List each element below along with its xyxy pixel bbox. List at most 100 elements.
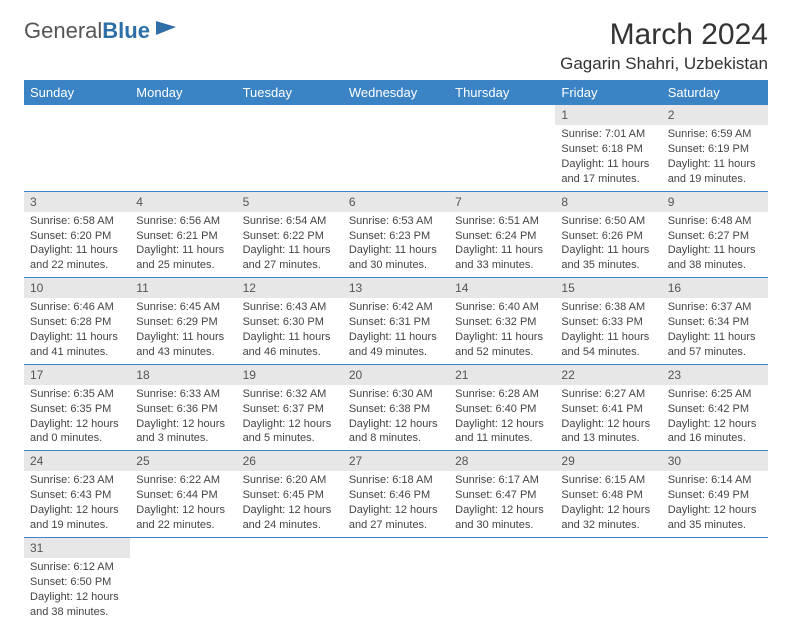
calendar-cell: 11Sunrise: 6:45 AMSunset: 6:29 PMDayligh… <box>130 278 236 365</box>
day-number: 24 <box>24 451 130 471</box>
calendar-cell: 26Sunrise: 6:20 AMSunset: 6:45 PMDayligh… <box>237 451 343 538</box>
calendar-cell: 27Sunrise: 6:18 AMSunset: 6:46 PMDayligh… <box>343 451 449 538</box>
weekday-header: Thursday <box>449 80 555 105</box>
day-info: Sunrise: 7:01 AMSunset: 6:18 PMDaylight:… <box>555 125 661 190</box>
calendar-cell: 30Sunrise: 6:14 AMSunset: 6:49 PMDayligh… <box>662 451 768 538</box>
calendar-cell: 29Sunrise: 6:15 AMSunset: 6:48 PMDayligh… <box>555 451 661 538</box>
day-number: 1 <box>555 105 661 125</box>
day-number: 10 <box>24 278 130 298</box>
day-number: 21 <box>449 365 555 385</box>
day-info: Sunrise: 6:59 AMSunset: 6:19 PMDaylight:… <box>662 125 768 190</box>
calendar-cell: 17Sunrise: 6:35 AMSunset: 6:35 PMDayligh… <box>24 364 130 451</box>
day-number: 29 <box>555 451 661 471</box>
day-info: Sunrise: 6:22 AMSunset: 6:44 PMDaylight:… <box>130 471 236 536</box>
calendar-cell <box>130 537 236 623</box>
calendar-cell: 2Sunrise: 6:59 AMSunset: 6:19 PMDaylight… <box>662 105 768 191</box>
day-number: 2 <box>662 105 768 125</box>
calendar-cell <box>130 105 236 191</box>
calendar-cell <box>662 537 768 623</box>
calendar-cell: 12Sunrise: 6:43 AMSunset: 6:30 PMDayligh… <box>237 278 343 365</box>
calendar-cell <box>449 105 555 191</box>
calendar-cell <box>24 105 130 191</box>
day-info: Sunrise: 6:30 AMSunset: 6:38 PMDaylight:… <box>343 385 449 450</box>
day-info: Sunrise: 6:33 AMSunset: 6:36 PMDaylight:… <box>130 385 236 450</box>
day-info: Sunrise: 6:12 AMSunset: 6:50 PMDaylight:… <box>24 558 130 623</box>
weekday-header: Tuesday <box>237 80 343 105</box>
logo-flag-icon <box>154 19 180 37</box>
day-number: 25 <box>130 451 236 471</box>
day-number: 18 <box>130 365 236 385</box>
calendar-cell: 24Sunrise: 6:23 AMSunset: 6:43 PMDayligh… <box>24 451 130 538</box>
day-number: 4 <box>130 192 236 212</box>
calendar-cell <box>343 537 449 623</box>
day-number: 23 <box>662 365 768 385</box>
calendar-cell <box>555 537 661 623</box>
header-row: GeneralBlue March 2024 Gagarin Shahri, U… <box>24 18 768 74</box>
calendar-cell: 19Sunrise: 6:32 AMSunset: 6:37 PMDayligh… <box>237 364 343 451</box>
day-number: 22 <box>555 365 661 385</box>
calendar-cell <box>343 105 449 191</box>
day-info: Sunrise: 6:43 AMSunset: 6:30 PMDaylight:… <box>237 298 343 363</box>
day-number: 13 <box>343 278 449 298</box>
logo: GeneralBlue <box>24 18 180 44</box>
day-number: 7 <box>449 192 555 212</box>
calendar-cell: 14Sunrise: 6:40 AMSunset: 6:32 PMDayligh… <box>449 278 555 365</box>
day-info: Sunrise: 6:14 AMSunset: 6:49 PMDaylight:… <box>662 471 768 536</box>
day-number: 5 <box>237 192 343 212</box>
day-info: Sunrise: 6:28 AMSunset: 6:40 PMDaylight:… <box>449 385 555 450</box>
calendar-cell: 7Sunrise: 6:51 AMSunset: 6:24 PMDaylight… <box>449 191 555 278</box>
day-number: 30 <box>662 451 768 471</box>
calendar-cell: 4Sunrise: 6:56 AMSunset: 6:21 PMDaylight… <box>130 191 236 278</box>
calendar-cell: 5Sunrise: 6:54 AMSunset: 6:22 PMDaylight… <box>237 191 343 278</box>
calendar-cell: 3Sunrise: 6:58 AMSunset: 6:20 PMDaylight… <box>24 191 130 278</box>
day-number: 9 <box>662 192 768 212</box>
calendar-cell: 21Sunrise: 6:28 AMSunset: 6:40 PMDayligh… <box>449 364 555 451</box>
day-info: Sunrise: 6:50 AMSunset: 6:26 PMDaylight:… <box>555 212 661 277</box>
calendar-cell: 31Sunrise: 6:12 AMSunset: 6:50 PMDayligh… <box>24 537 130 623</box>
day-number: 28 <box>449 451 555 471</box>
title-block: March 2024 Gagarin Shahri, Uzbekistan <box>560 18 768 74</box>
calendar-cell: 10Sunrise: 6:46 AMSunset: 6:28 PMDayligh… <box>24 278 130 365</box>
day-info: Sunrise: 6:35 AMSunset: 6:35 PMDaylight:… <box>24 385 130 450</box>
day-info: Sunrise: 6:56 AMSunset: 6:21 PMDaylight:… <box>130 212 236 277</box>
day-number: 8 <box>555 192 661 212</box>
calendar-cell: 15Sunrise: 6:38 AMSunset: 6:33 PMDayligh… <box>555 278 661 365</box>
calendar-cell: 16Sunrise: 6:37 AMSunset: 6:34 PMDayligh… <box>662 278 768 365</box>
page-title: March 2024 <box>560 18 768 52</box>
calendar-cell: 13Sunrise: 6:42 AMSunset: 6:31 PMDayligh… <box>343 278 449 365</box>
day-info: Sunrise: 6:23 AMSunset: 6:43 PMDaylight:… <box>24 471 130 536</box>
day-number: 19 <box>237 365 343 385</box>
day-info: Sunrise: 6:38 AMSunset: 6:33 PMDaylight:… <box>555 298 661 363</box>
calendar-header: SundayMondayTuesdayWednesdayThursdayFrid… <box>24 80 768 105</box>
calendar-cell <box>237 537 343 623</box>
calendar-table: SundayMondayTuesdayWednesdayThursdayFrid… <box>24 80 768 623</box>
day-number: 12 <box>237 278 343 298</box>
day-number: 26 <box>237 451 343 471</box>
weekday-header: Sunday <box>24 80 130 105</box>
day-number: 16 <box>662 278 768 298</box>
calendar-cell: 22Sunrise: 6:27 AMSunset: 6:41 PMDayligh… <box>555 364 661 451</box>
logo-text-b: Blue <box>102 18 150 44</box>
day-info: Sunrise: 6:42 AMSunset: 6:31 PMDaylight:… <box>343 298 449 363</box>
day-info: Sunrise: 6:15 AMSunset: 6:48 PMDaylight:… <box>555 471 661 536</box>
weekday-header: Monday <box>130 80 236 105</box>
calendar-cell: 6Sunrise: 6:53 AMSunset: 6:23 PMDaylight… <box>343 191 449 278</box>
day-number: 31 <box>24 538 130 558</box>
day-info: Sunrise: 6:18 AMSunset: 6:46 PMDaylight:… <box>343 471 449 536</box>
calendar-cell: 28Sunrise: 6:17 AMSunset: 6:47 PMDayligh… <box>449 451 555 538</box>
day-info: Sunrise: 6:25 AMSunset: 6:42 PMDaylight:… <box>662 385 768 450</box>
day-info: Sunrise: 6:40 AMSunset: 6:32 PMDaylight:… <box>449 298 555 363</box>
weekday-header: Wednesday <box>343 80 449 105</box>
day-info: Sunrise: 6:54 AMSunset: 6:22 PMDaylight:… <box>237 212 343 277</box>
weekday-header: Friday <box>555 80 661 105</box>
calendar-cell: 1Sunrise: 7:01 AMSunset: 6:18 PMDaylight… <box>555 105 661 191</box>
day-number: 11 <box>130 278 236 298</box>
calendar-body: 1Sunrise: 7:01 AMSunset: 6:18 PMDaylight… <box>24 105 768 623</box>
calendar-cell <box>449 537 555 623</box>
day-number: 15 <box>555 278 661 298</box>
calendar-cell <box>237 105 343 191</box>
day-info: Sunrise: 6:53 AMSunset: 6:23 PMDaylight:… <box>343 212 449 277</box>
calendar-cell: 25Sunrise: 6:22 AMSunset: 6:44 PMDayligh… <box>130 451 236 538</box>
day-number: 6 <box>343 192 449 212</box>
day-info: Sunrise: 6:46 AMSunset: 6:28 PMDaylight:… <box>24 298 130 363</box>
